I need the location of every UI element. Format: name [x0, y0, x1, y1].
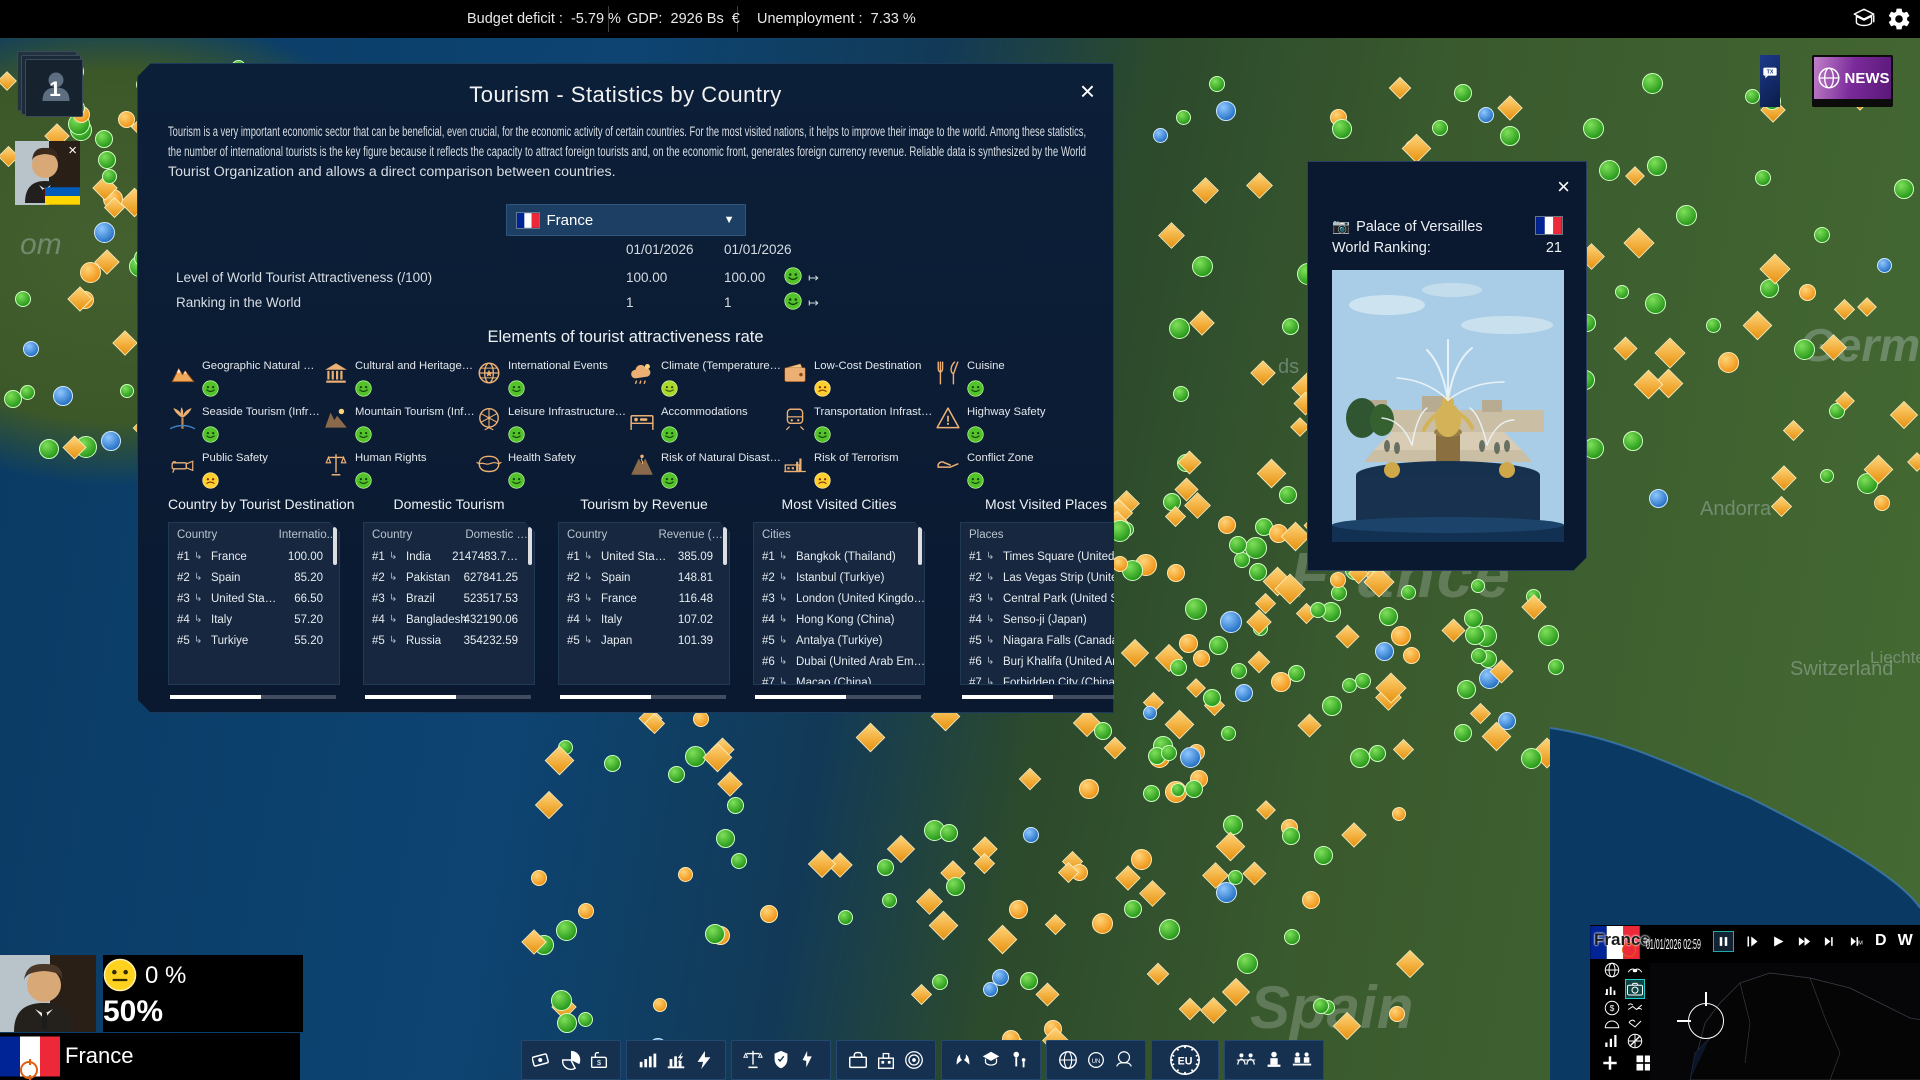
svg-text:UN: UN — [1092, 1059, 1101, 1065]
svg-text:$: $ — [1610, 1004, 1615, 1013]
svg-text:M: M — [1858, 940, 1863, 946]
svg-text:$: $ — [597, 1058, 601, 1067]
svg-text:EU: EU — [1178, 1055, 1193, 1067]
svg-text:TX: TX — [1767, 70, 1774, 76]
